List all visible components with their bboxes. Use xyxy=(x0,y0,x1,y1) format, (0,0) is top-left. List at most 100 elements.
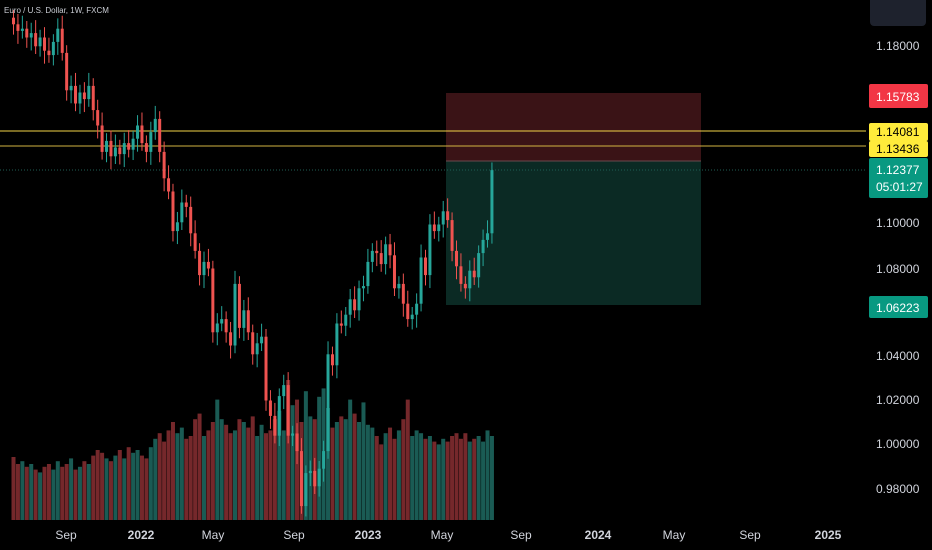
candle-body[interactable] xyxy=(20,28,24,31)
candle-body[interactable] xyxy=(38,37,42,47)
candle-body[interactable] xyxy=(481,239,485,254)
candle-body[interactable] xyxy=(397,283,401,289)
candle-body[interactable] xyxy=(237,283,241,328)
candle-body[interactable] xyxy=(220,319,224,324)
candlesticks[interactable] xyxy=(12,9,494,517)
candle-body[interactable] xyxy=(162,151,166,179)
candle-body[interactable] xyxy=(206,261,210,269)
candle-body[interactable] xyxy=(308,470,312,474)
candle-body[interactable] xyxy=(375,250,379,254)
candle-body[interactable] xyxy=(423,257,427,276)
candle-body[interactable] xyxy=(242,310,246,328)
candle-body[interactable] xyxy=(175,222,179,232)
symbol-title[interactable]: Euro / U.S. Dollar, 1W, FXCM xyxy=(4,6,109,15)
candle-body[interactable] xyxy=(273,415,277,436)
candle-body[interactable] xyxy=(348,299,352,315)
candle-body[interactable] xyxy=(56,28,60,42)
candle-body[interactable] xyxy=(60,28,64,53)
candle-body[interactable] xyxy=(477,253,481,278)
candle-body[interactable] xyxy=(330,354,334,366)
candle-body[interactable] xyxy=(286,385,290,436)
candle-body[interactable] xyxy=(410,314,414,320)
price-axis[interactable]: 1.18000 1.10000 1.08000 1.04000 1.02000 … xyxy=(876,39,920,496)
candle-body[interactable] xyxy=(432,224,436,232)
candle-body[interactable] xyxy=(224,319,228,333)
candle-body[interactable] xyxy=(486,233,490,240)
candle-body[interactable] xyxy=(113,147,117,157)
candle-body[interactable] xyxy=(140,125,144,144)
candle-body[interactable] xyxy=(105,140,109,152)
candle-body[interactable] xyxy=(264,336,268,401)
candle-body[interactable] xyxy=(450,220,454,251)
candle-body[interactable] xyxy=(246,310,250,333)
candle-body[interactable] xyxy=(313,470,317,487)
candle-body[interactable] xyxy=(326,354,330,452)
candle-body[interactable] xyxy=(366,261,370,287)
candle-body[interactable] xyxy=(229,332,233,346)
candle-body[interactable] xyxy=(158,118,162,152)
candle-body[interactable] xyxy=(149,132,153,152)
candle-body[interactable] xyxy=(118,147,122,155)
candle-body[interactable] xyxy=(12,17,15,25)
candle-body[interactable] xyxy=(171,191,175,232)
candle-body[interactable] xyxy=(91,85,95,111)
candle-body[interactable] xyxy=(406,303,410,320)
candle-body[interactable] xyxy=(384,244,388,265)
candle-body[interactable] xyxy=(96,110,100,126)
candle-body[interactable] xyxy=(65,52,69,91)
chart-settings-widget[interactable] xyxy=(870,0,926,26)
candle-body[interactable] xyxy=(74,85,78,104)
candle-body[interactable] xyxy=(299,451,303,507)
candle-body[interactable] xyxy=(136,125,140,139)
candle-body[interactable] xyxy=(268,400,272,416)
take-profit-zone[interactable] xyxy=(446,161,701,305)
candle-body[interactable] xyxy=(47,50,51,56)
candle-body[interactable] xyxy=(184,202,188,207)
candle-body[interactable] xyxy=(211,268,215,333)
candle-body[interactable] xyxy=(260,336,264,344)
candle-body[interactable] xyxy=(109,140,113,157)
candle-body[interactable] xyxy=(459,266,463,284)
candle-body[interactable] xyxy=(419,257,423,304)
candle-body[interactable] xyxy=(215,323,219,333)
candle-body[interactable] xyxy=(144,143,148,152)
candle-body[interactable] xyxy=(490,170,494,234)
candle-body[interactable] xyxy=(415,303,419,315)
candle-body[interactable] xyxy=(361,286,365,289)
candle-body[interactable] xyxy=(428,224,432,276)
candle-body[interactable] xyxy=(153,118,157,133)
candle-body[interactable] xyxy=(468,270,472,289)
candle-body[interactable] xyxy=(100,125,104,152)
candle-body[interactable] xyxy=(193,233,197,251)
candle-body[interactable] xyxy=(87,85,91,100)
candle-body[interactable] xyxy=(82,92,86,100)
time-axis[interactable]: Sep 2022 May Sep 2023 May Sep 2024 May S… xyxy=(55,528,841,542)
candle-body[interactable] xyxy=(370,250,374,262)
candle-body[interactable] xyxy=(167,178,171,192)
candle-body[interactable] xyxy=(202,261,206,276)
candle-body[interactable] xyxy=(437,224,441,232)
candle-body[interactable] xyxy=(379,253,383,265)
candle-body[interactable] xyxy=(51,41,55,56)
candle-body[interactable] xyxy=(43,37,47,51)
candle-body[interactable] xyxy=(122,143,126,155)
candle-body[interactable] xyxy=(295,433,299,452)
candle-body[interactable] xyxy=(335,323,339,366)
candle-body[interactable] xyxy=(472,270,476,278)
stop-loss-zone[interactable] xyxy=(446,93,701,161)
candle-body[interactable] xyxy=(131,138,135,150)
candle-body[interactable] xyxy=(353,299,357,311)
candle-body[interactable] xyxy=(339,323,343,326)
candle-body[interactable] xyxy=(277,396,281,436)
candle-body[interactable] xyxy=(304,473,308,507)
candle-body[interactable] xyxy=(69,85,73,91)
candle-body[interactable] xyxy=(180,202,184,223)
candle-body[interactable] xyxy=(78,92,82,104)
candle-body[interactable] xyxy=(446,211,450,221)
candle-body[interactable] xyxy=(16,24,20,31)
candle-body[interactable] xyxy=(25,28,29,38)
candle-body[interactable] xyxy=(441,211,445,225)
candle-body[interactable] xyxy=(455,250,458,267)
candle-body[interactable] xyxy=(29,33,33,38)
